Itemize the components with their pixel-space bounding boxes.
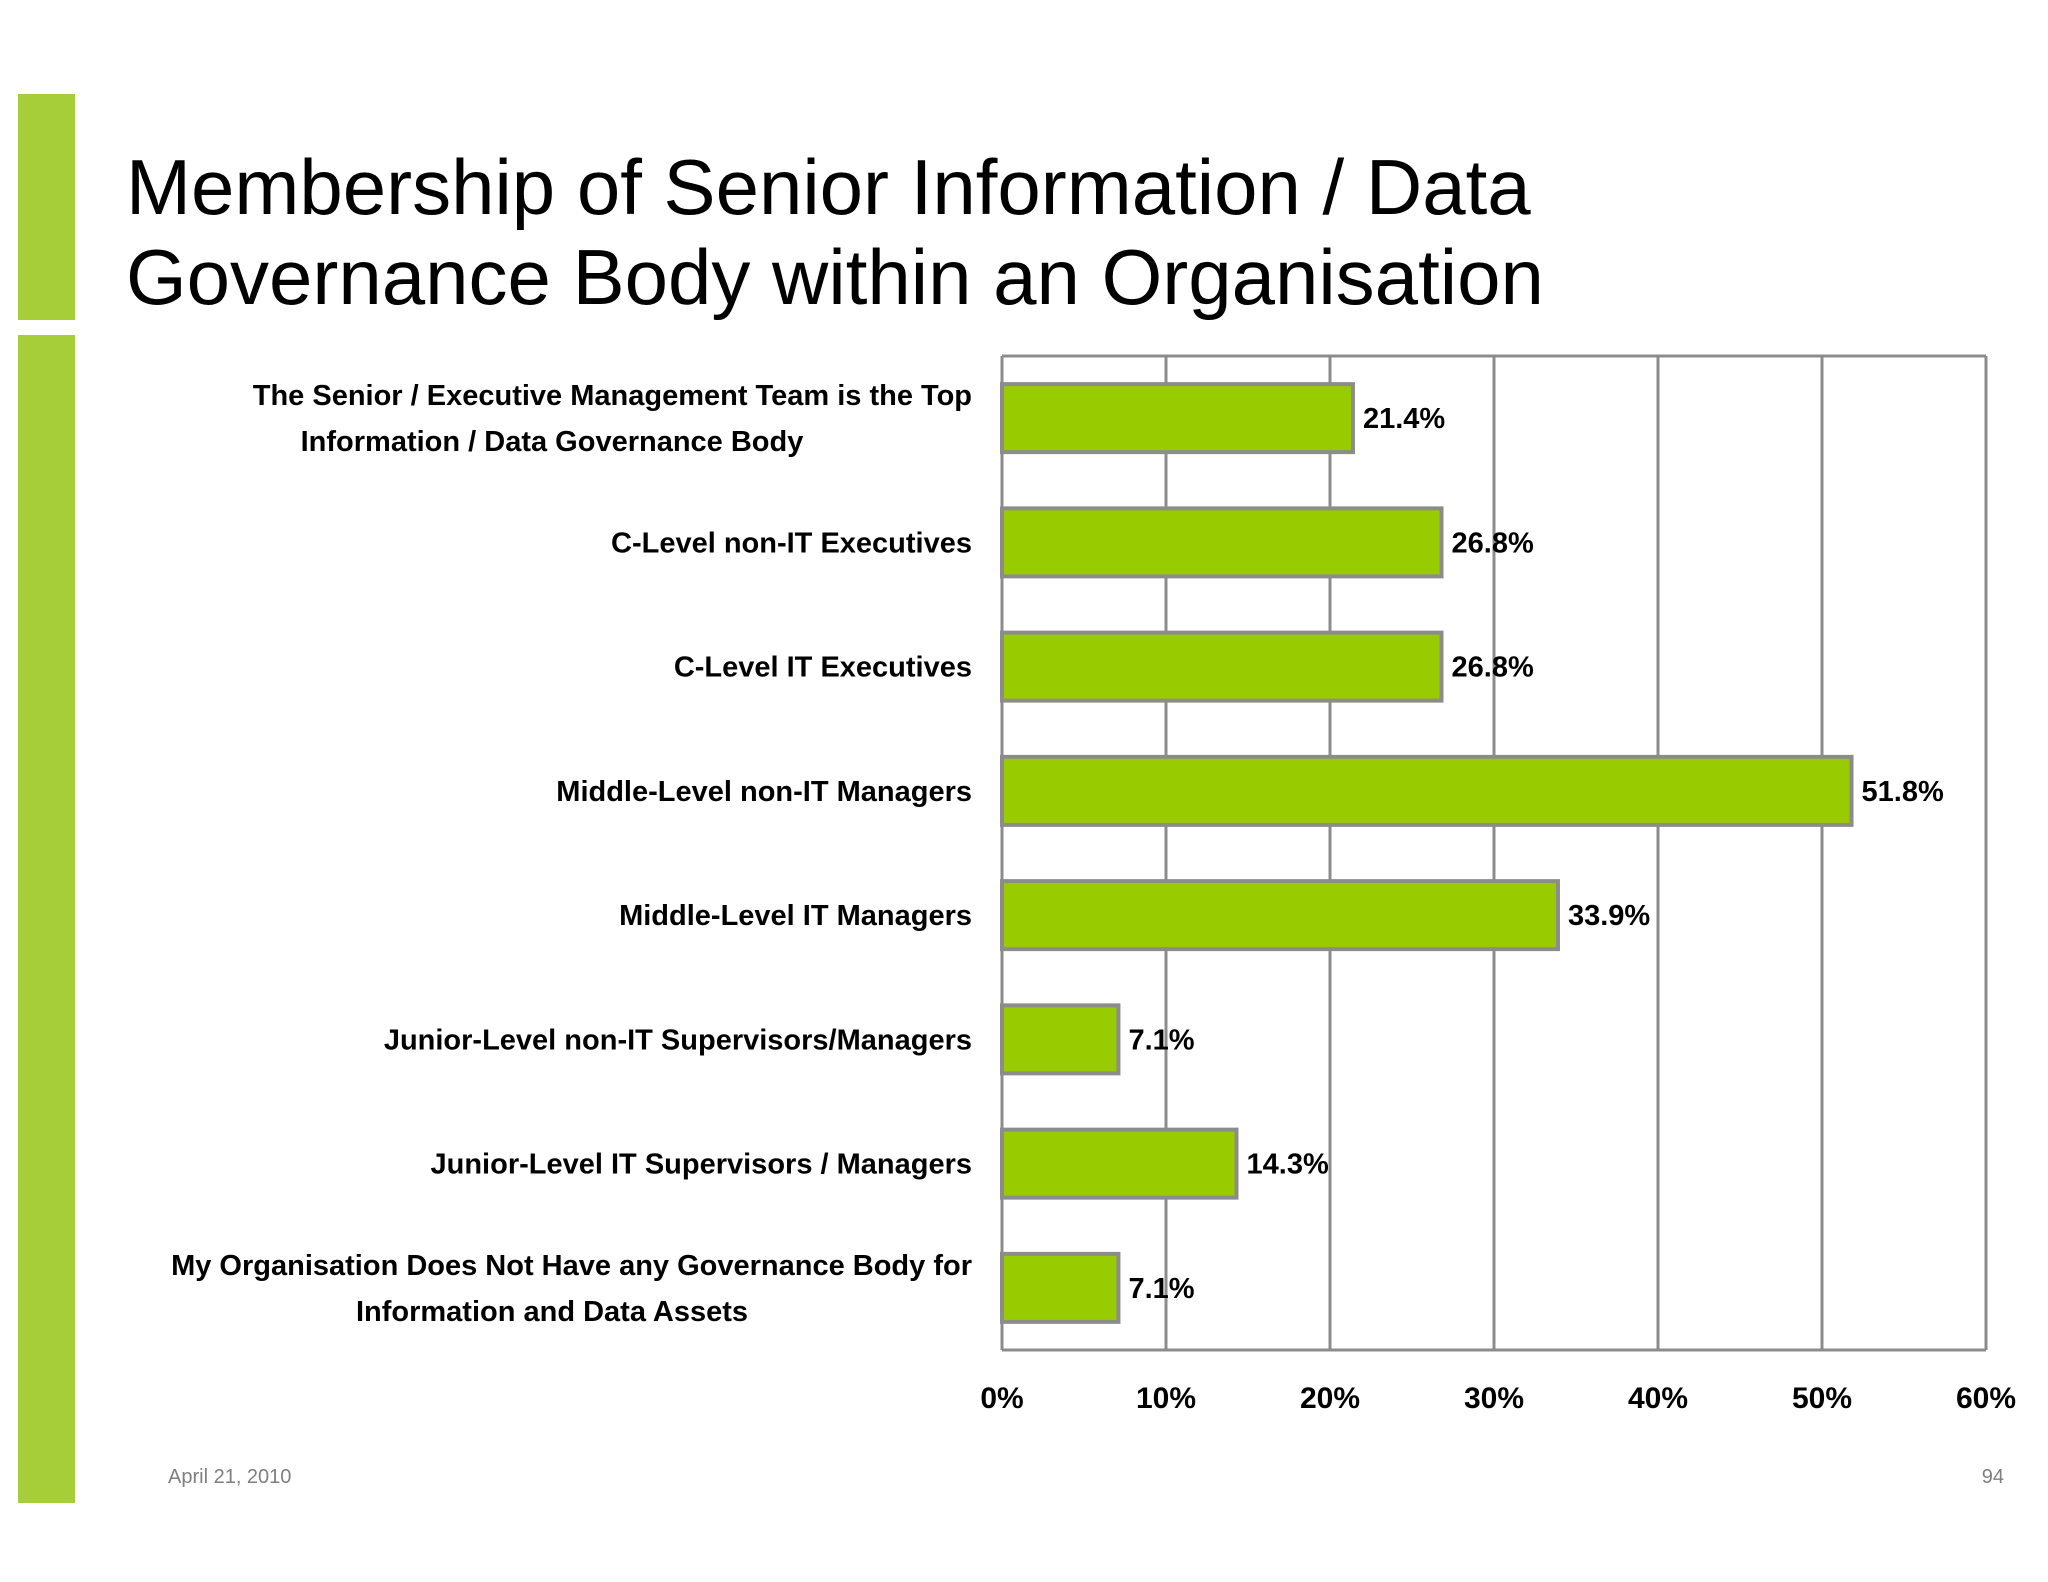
category-label-1-line-0: C-Level non-IT Executives — [611, 527, 972, 559]
value-label-4: 33.9% — [1568, 900, 1650, 932]
accent-bar-bottom — [18, 335, 75, 1503]
x-tick-label-40: 40% — [1628, 1382, 1688, 1415]
x-tick-label-30: 30% — [1464, 1382, 1524, 1415]
slide-title-line-2: Governance Body within an Organisation — [126, 233, 1544, 321]
value-label-7: 7.1% — [1128, 1273, 1194, 1305]
bar-3 — [1000, 754, 1854, 827]
grid-layer — [1000, 354, 1988, 1352]
x-tick-label-10: 10% — [1136, 1382, 1196, 1415]
value-label-3: 51.8% — [1862, 776, 1944, 808]
category-label-4-line-0: Middle-Level IT Managers — [619, 900, 972, 932]
category-label-4: Middle-Level IT Managers — [619, 900, 972, 932]
bar-4 — [1000, 879, 1560, 952]
category-label-2-line-0: C-Level IT Executives — [674, 652, 972, 684]
value-label-layer: 21.4% 26.8% 26.8% 51.8% 33.9% 7.1% 14.3% 7.1% — [1128, 403, 1944, 1305]
slide-title-line-1: Membership of Senior Information / Data — [126, 143, 1531, 231]
bar-2 — [1000, 630, 1444, 703]
bar-layer — [1000, 382, 1854, 1324]
category-label-1: C-Level non-IT Executives — [611, 527, 972, 559]
value-label-1: 26.8% — [1452, 527, 1534, 559]
category-label-6: Junior-Level IT Supervisors / Managers — [431, 1149, 973, 1181]
footer-date: April 21, 2010 — [168, 1466, 292, 1488]
value-label-0: 21.4% — [1363, 403, 1445, 435]
category-label-0-line-0: The Senior / Executive Management Team i… — [253, 380, 972, 412]
category-label-3-line-0: Middle-Level non-IT Managers — [556, 776, 972, 808]
page-number: 94 — [1981, 1466, 2004, 1488]
category-label-2: C-Level IT Executives — [674, 652, 972, 684]
category-label-3: Middle-Level non-IT Managers — [556, 776, 972, 808]
slide-title: Membership of Senior Information / Data … — [126, 142, 1726, 322]
bar-6 — [1000, 1127, 1239, 1200]
category-label-7-line-1: Information and Data Assets — [356, 1296, 748, 1328]
category-label-7-line-0: My Organisation Does Not Have any Govern… — [171, 1250, 972, 1282]
value-label-6: 14.3% — [1247, 1149, 1329, 1181]
value-label-2: 26.8% — [1452, 652, 1534, 684]
x-tick-label-0: 0% — [980, 1382, 1023, 1415]
bar-0 — [1000, 382, 1355, 455]
category-label-5: Junior-Level non-IT Supervisors/Managers — [384, 1024, 972, 1056]
category-label-5-line-0: Junior-Level non-IT Supervisors/Managers — [384, 1024, 972, 1056]
category-label-layer: The Senior / Executive Management Team i… — [171, 380, 972, 1328]
category-label-7: My Organisation Does Not Have any Govern… — [171, 1250, 972, 1328]
value-label-5: 7.1% — [1128, 1024, 1194, 1056]
x-tick-label-50: 50% — [1792, 1382, 1852, 1415]
bar-1 — [1000, 506, 1444, 579]
bar-7 — [1000, 1251, 1121, 1324]
category-label-6-line-0: Junior-Level IT Supervisors / Managers — [431, 1149, 973, 1181]
accent-bar-top — [18, 94, 75, 320]
x-tick-label-60: 60% — [1956, 1382, 2016, 1415]
category-label-0-line-1: Information / Data Governance Body — [301, 426, 804, 458]
x-tick-label-20: 20% — [1300, 1382, 1360, 1415]
tick-label-layer: 0% 10% 20% 30% 40% 50% 60% — [980, 1382, 2016, 1415]
category-label-0: The Senior / Executive Management Team i… — [253, 380, 972, 458]
bar-5 — [1000, 1003, 1121, 1076]
